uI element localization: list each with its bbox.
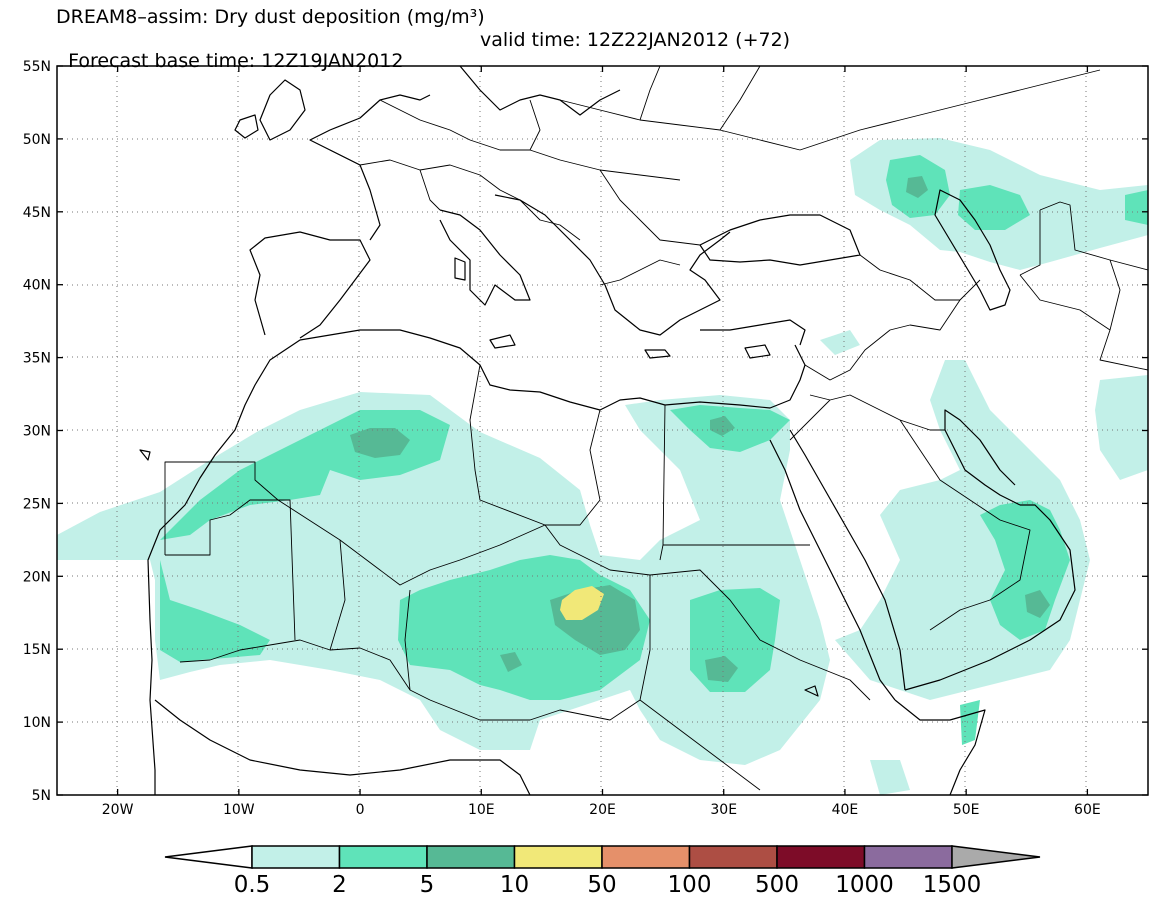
lat-tick-label: 5N [32, 788, 51, 804]
map-axes: 20W 10W 0 10E 20E 30E 40E 50E 60E 55N 50N 45N 40N 35N… [23, 59, 1148, 818]
coastlines [139, 66, 1076, 795]
colorbar-label: 2 [332, 872, 347, 898]
lat-tick-label: 40N [23, 278, 51, 294]
colorbar-label: 1500 [923, 872, 982, 898]
valid-time: valid time: 12Z22JAN2012 (+72) [480, 29, 791, 51]
country-borders [164, 66, 1148, 791]
colorbar-swatch [251, 845, 341, 869]
lon-tick-label: 40E [832, 802, 859, 818]
colorbar-label: 500 [755, 872, 799, 898]
lon-tick-label: 10W [223, 802, 255, 818]
colorbar-swatch [338, 845, 428, 869]
colorbar-swatch [513, 845, 603, 869]
lon-tick-label: 60E [1074, 802, 1101, 818]
lon-tick-label: 20E [589, 802, 616, 818]
lat-tick-label: 30N [23, 424, 51, 440]
lon-tick-label: 50E [953, 802, 980, 818]
lon-tick-label: 30E [710, 802, 737, 818]
lat-tick-label: 10N [23, 715, 51, 731]
lat-tick-label: 45N [23, 205, 51, 221]
colorbar-swatch [688, 845, 778, 869]
colorbar-label: 5 [420, 872, 435, 898]
colorbar-swatch [601, 845, 691, 869]
colorbar-swatch [863, 845, 953, 869]
lat-tick-label: 20N [23, 569, 51, 585]
lat-tick-label: 35N [23, 351, 51, 367]
colorbar: 0.5 2 5 10 50 100 500 1000 1500 [164, 845, 1041, 898]
lat-tick-label: 15N [23, 642, 51, 658]
lat-tick-label: 50N [23, 132, 51, 148]
deposition-10-50-region [560, 586, 604, 620]
colorbar-under-triangle [164, 845, 253, 869]
colorbar-over-triangle [951, 845, 1041, 869]
map-boundaries [57, 66, 1148, 795]
colorbar-label: 0.5 [234, 872, 271, 898]
lon-tick-label: 0 [356, 802, 365, 818]
map-title: DREAM8–assim: Dry dust deposition (mg/m³… [56, 6, 485, 28]
colorbar-swatch [776, 845, 866, 869]
dust-deposition-field [57, 138, 1148, 795]
lon-tick-label: 10E [468, 802, 495, 818]
colorbar-label: 10 [500, 872, 529, 898]
map-grid [57, 66, 1148, 795]
lat-tick-label: 25N [23, 496, 51, 512]
colorbar-label: 50 [587, 872, 616, 898]
colorbar-label: 1000 [835, 872, 894, 898]
lat-tick-label: 55N [23, 59, 51, 75]
colorbar-label: 100 [668, 872, 712, 898]
colorbar-swatch [426, 845, 516, 869]
lon-tick-label: 20W [102, 802, 134, 818]
